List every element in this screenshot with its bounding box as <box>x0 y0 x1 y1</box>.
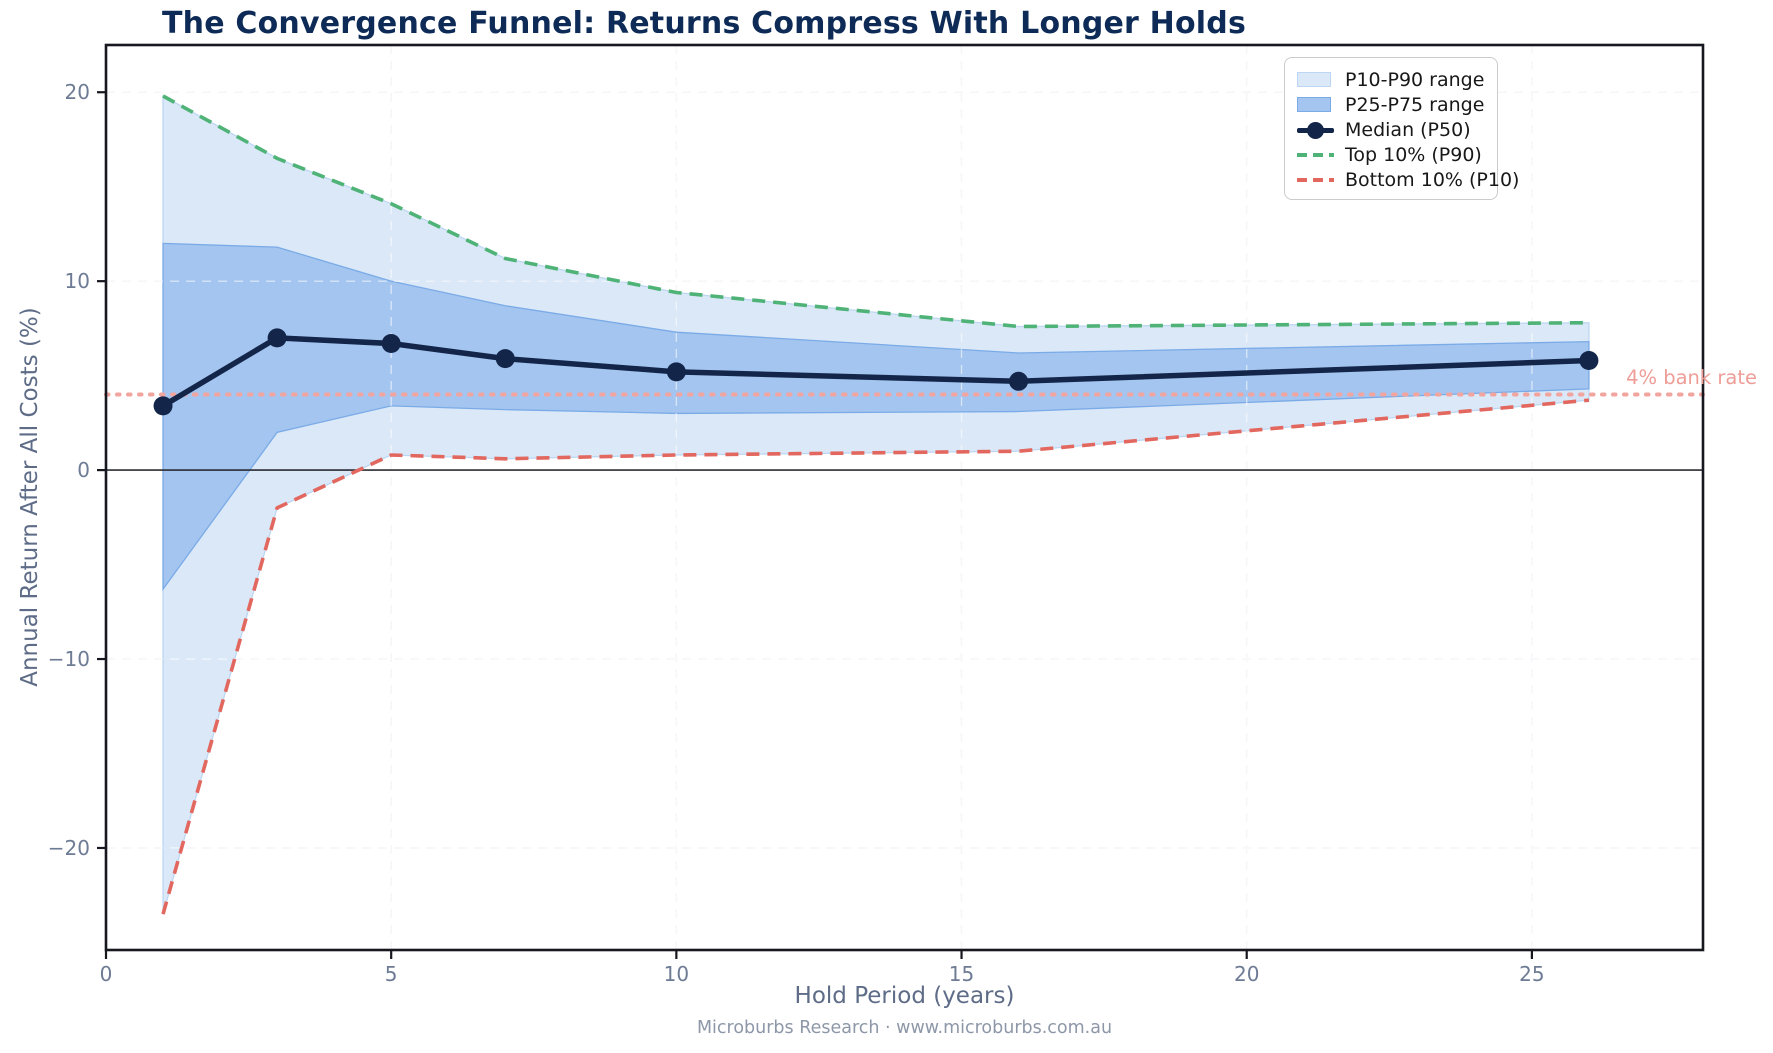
bank-rate-annotation: 4% bank rate <box>1626 366 1757 389</box>
legend-item: Median (P50) <box>1297 117 1485 142</box>
legend: P10-P90 range P25-P75 range Median (P50) To… <box>1284 57 1519 200</box>
median-point <box>153 396 173 416</box>
chart-title: The Convergence Funnel: Returns Compress… <box>161 6 1247 41</box>
plot-border <box>104 43 1705 952</box>
p90-line <box>162 94 1589 329</box>
median-point <box>1579 351 1599 371</box>
legend-label: Median (P50) <box>1345 118 1471 141</box>
legend-swatch-dash-icon <box>1297 145 1334 165</box>
legend-label: Top 10% (P90) <box>1345 143 1482 166</box>
median-point <box>381 334 401 354</box>
p10-line <box>161 398 1590 915</box>
legend-item: P25-P75 range <box>1297 92 1485 117</box>
y-tick-label: −10 <box>48 647 90 671</box>
y-axis-label: Annual Return After All Costs (%) <box>17 307 43 687</box>
legend-label: P25-P75 range <box>1345 93 1485 116</box>
x-tick-label: 25 <box>1519 962 1544 986</box>
x-axis-label: Hold Period (years) <box>794 983 1015 1009</box>
legend-label: Bottom 10% (P10) <box>1345 168 1520 191</box>
median-point <box>495 349 515 369</box>
legend-swatch-patch-icon <box>1297 70 1334 90</box>
legend-item: Top 10% (P90) <box>1297 142 1485 167</box>
legend-label: P10-P90 range <box>1345 68 1485 91</box>
median-point <box>1009 371 1029 391</box>
footer-credit: Microburbs Research · www.microburbs.com… <box>696 1018 1113 1038</box>
legend-swatch-patch-icon <box>1297 95 1334 115</box>
y-tick-label: 20 <box>65 80 90 104</box>
y-tick-label: 0 <box>77 458 90 482</box>
x-tick-label: 5 <box>385 962 398 986</box>
legend-swatch-marker-icon <box>1297 120 1334 140</box>
x-tick-label: 15 <box>949 962 974 986</box>
y-tick-label: −20 <box>48 836 90 860</box>
y-tick-label: 10 <box>65 269 90 293</box>
band-p10-p90 <box>162 94 1590 915</box>
legend-item: Bottom 10% (P10) <box>1297 167 1519 192</box>
x-tick-label: 10 <box>664 962 689 986</box>
x-tick-label: 20 <box>1234 962 1259 986</box>
median-point <box>267 328 287 348</box>
median-point <box>666 362 686 382</box>
legend-swatch-dash-icon <box>1297 170 1334 190</box>
band-p25-p75 <box>162 242 1590 592</box>
legend-item: P10-P90 range <box>1297 67 1485 92</box>
x-tick-label: 0 <box>100 962 113 986</box>
